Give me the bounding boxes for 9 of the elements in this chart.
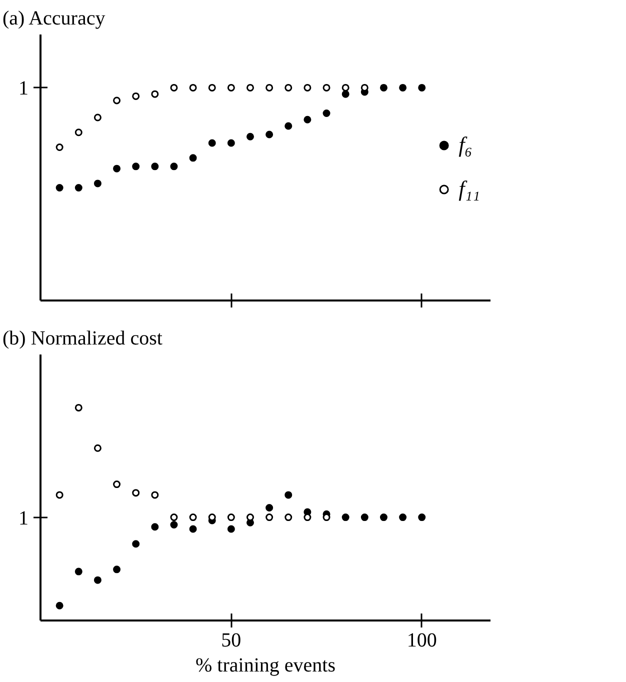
text: 1 [18,78,28,100]
chart-title: (b) Normalized cost [2,328,163,350]
legend-label: f₆ [458,132,474,158]
x-tick-label: 50 [221,630,242,652]
text: 1 [18,507,28,530]
x-axis-title: % training events [196,654,336,676]
x-tick-label: 100 [406,630,437,652]
legend-label: f₁₁ [458,176,480,202]
chart-title: (a) Accuracy [2,8,106,30]
